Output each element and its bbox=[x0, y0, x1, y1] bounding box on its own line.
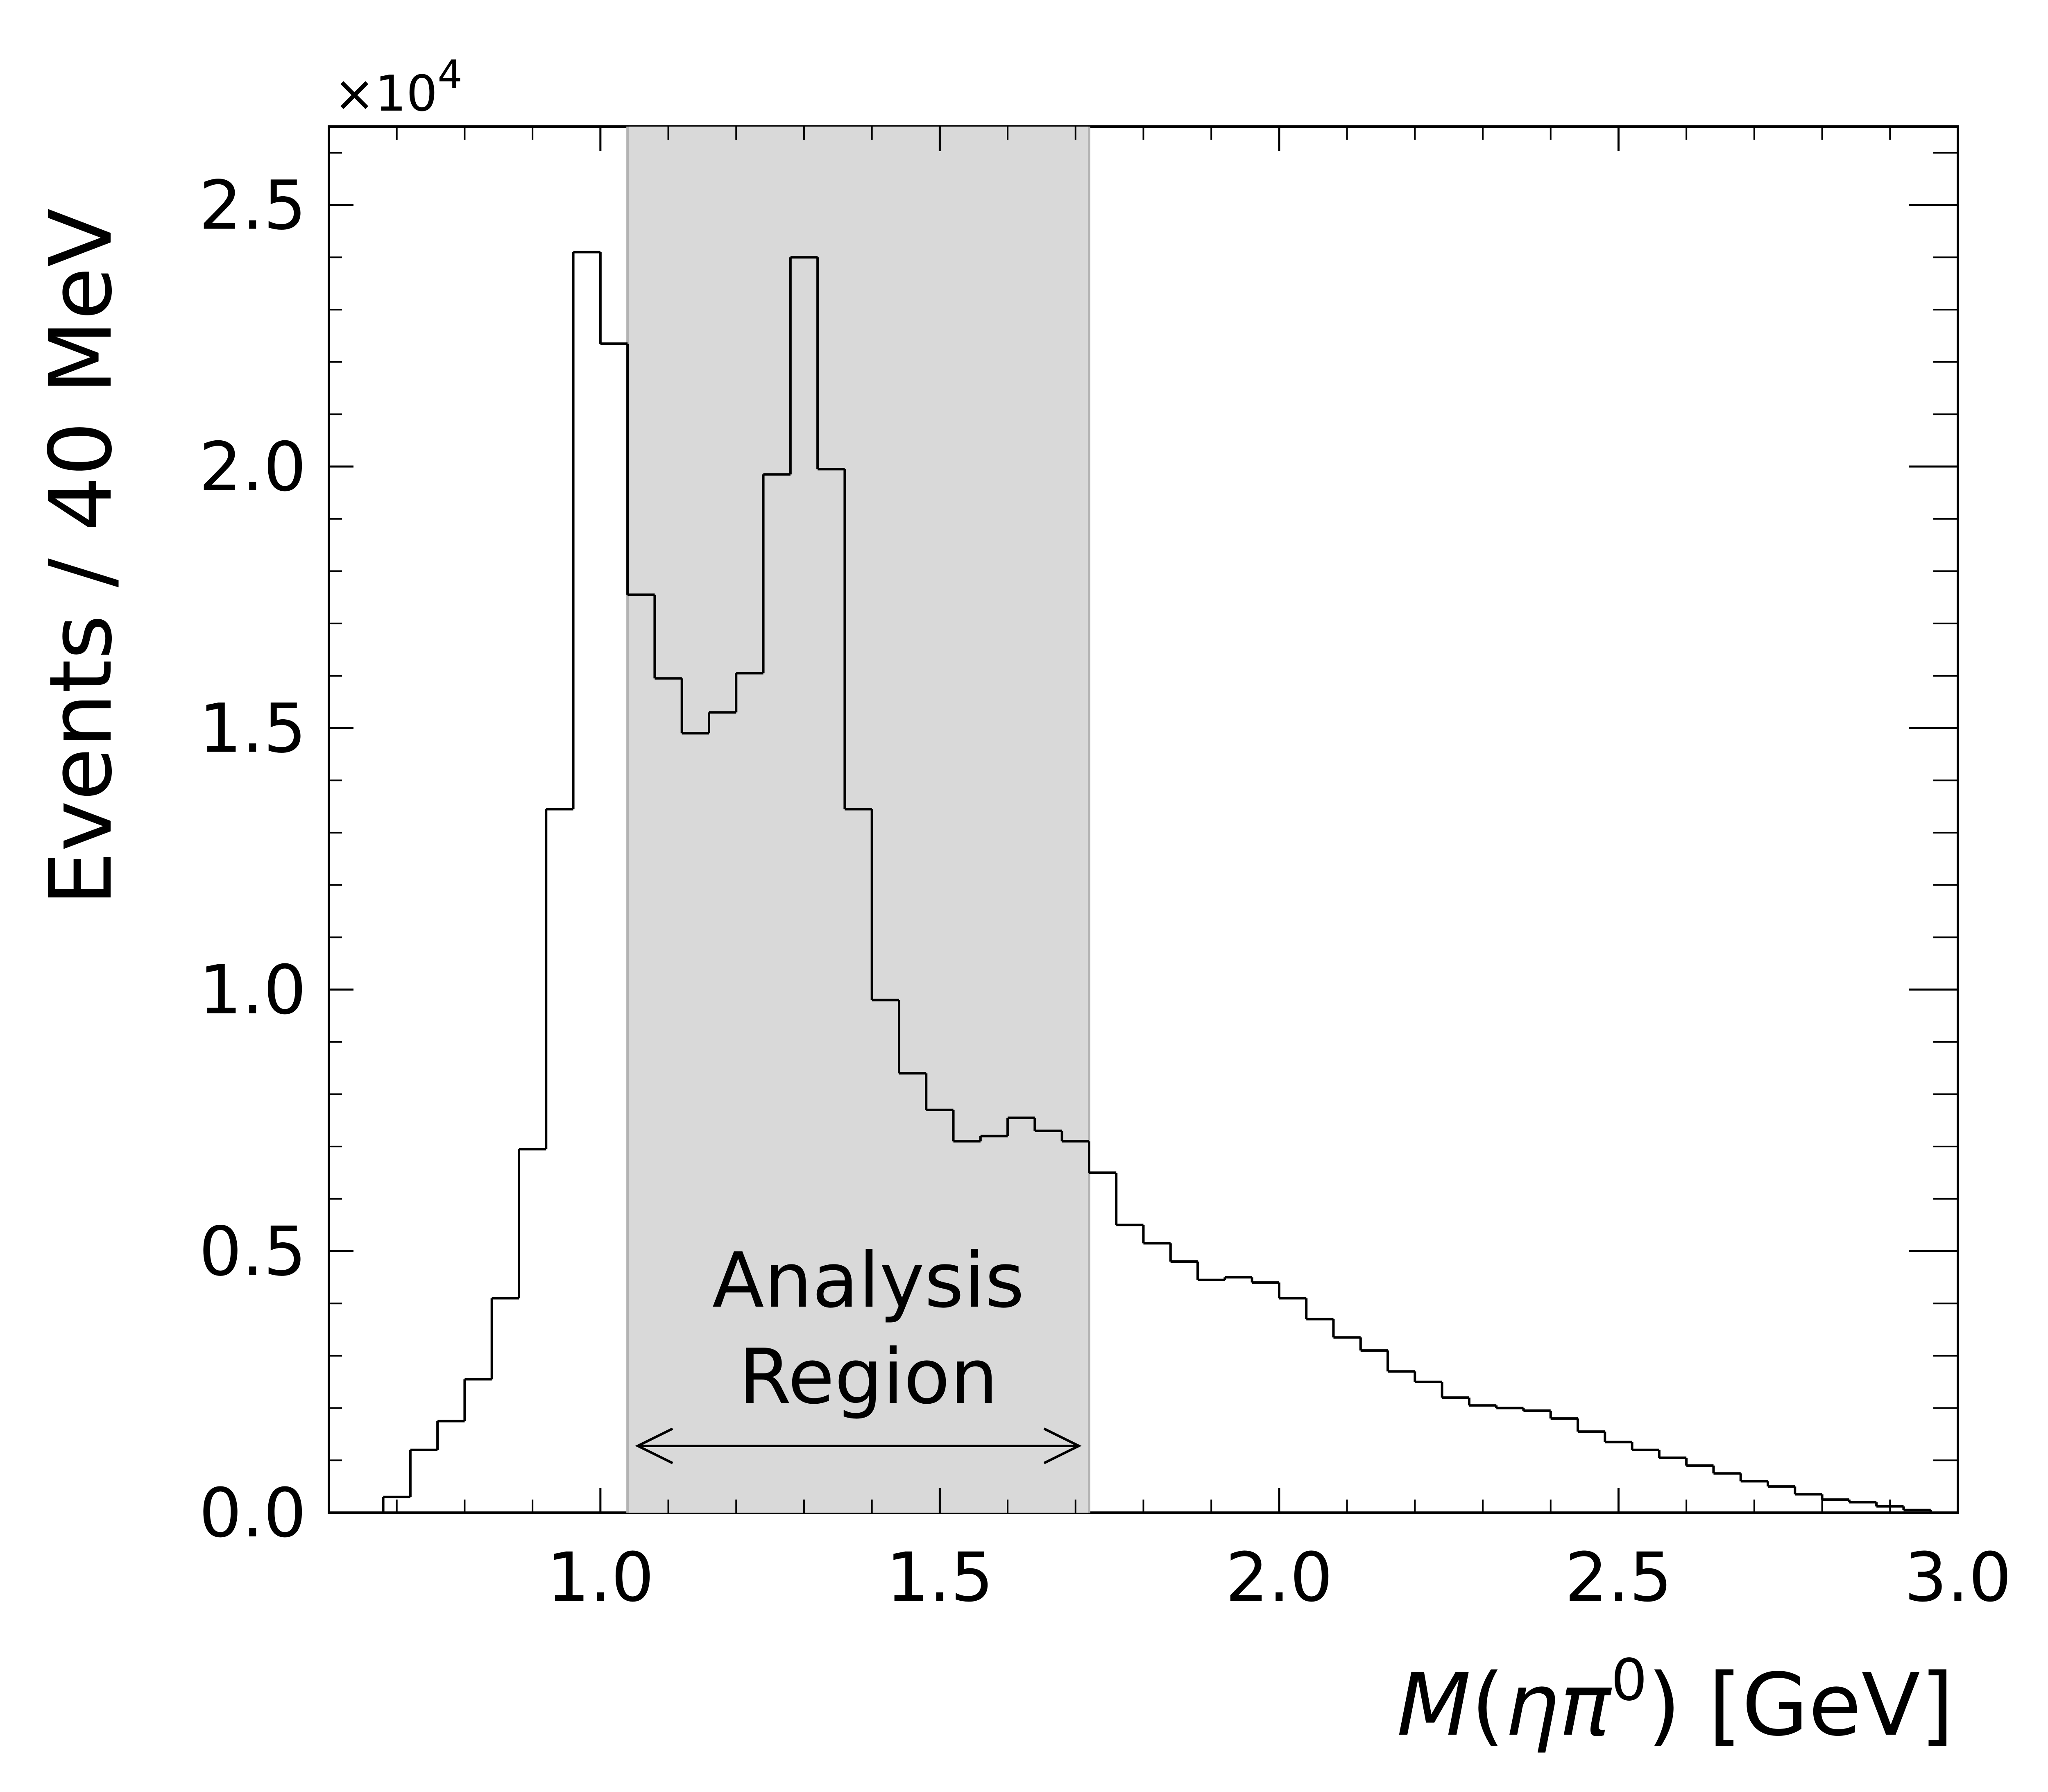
x-axis-label-sup: 0 bbox=[1611, 1647, 1647, 1714]
x-axis-label: M(ηπ0) [GeV] bbox=[1397, 1647, 1954, 1755]
region-band bbox=[628, 127, 1089, 1513]
analysis-region bbox=[626, 127, 1090, 1513]
x-axis-label-pi: π bbox=[1559, 1655, 1612, 1755]
y-axis-multiplier: ×104 bbox=[334, 52, 462, 122]
region-label-line1: Analysis bbox=[712, 1236, 1024, 1325]
x-axis-label-open: ( bbox=[1471, 1655, 1504, 1755]
region-arrow-left-head bbox=[635, 1427, 673, 1464]
x-tick-label: 1.0 bbox=[547, 1538, 654, 1617]
y-tick-label: 2.5 bbox=[199, 166, 306, 245]
x-axis-label-eta: η bbox=[1504, 1655, 1559, 1755]
histogram-series bbox=[382, 251, 1932, 1513]
x-tick-label: 2.0 bbox=[1226, 1538, 1333, 1617]
x-tick-label: 3.0 bbox=[1904, 1538, 2012, 1617]
x-tick-label: 2.5 bbox=[1565, 1538, 1672, 1617]
axis-ticks bbox=[328, 127, 1959, 1514]
y-tick-label: 2.0 bbox=[199, 428, 306, 506]
y-tick-label: 1.0 bbox=[199, 951, 306, 1029]
x-axis-label-unit: [GeV] bbox=[1681, 1655, 1954, 1755]
y-tick-label: 0.5 bbox=[199, 1212, 306, 1291]
x-tick-label: 1.5 bbox=[886, 1538, 993, 1617]
y-axis-label: Events / 40 MeV bbox=[31, 208, 131, 906]
tick-labels: 1.0 1.5 2.0 2.5 3.0 0.0 0.5 1.0 1.5 2.0 2.5 bbox=[199, 166, 2012, 1617]
region-arrow-right-head bbox=[1043, 1427, 1082, 1464]
region-label-line2: Region bbox=[739, 1332, 998, 1421]
x-axis-label-close: ) bbox=[1647, 1655, 1681, 1755]
x-axis-label-var: M bbox=[1397, 1655, 1471, 1755]
y-axis-multiplier-base: ×10 bbox=[334, 66, 437, 122]
y-axis-multiplier-exp: 4 bbox=[437, 52, 462, 97]
y-tick-label: 0.0 bbox=[199, 1474, 306, 1552]
y-tick-label: 1.5 bbox=[199, 689, 306, 768]
